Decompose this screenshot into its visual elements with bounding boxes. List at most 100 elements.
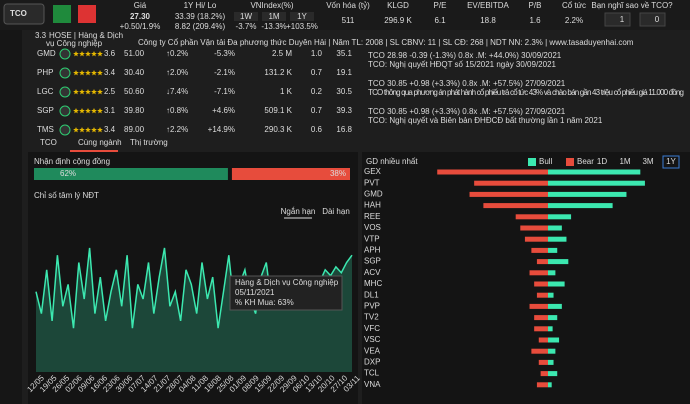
bar: [540, 371, 548, 377]
range-button[interactable]: 1D: [597, 157, 607, 166]
period-button[interactable]: [262, 12, 286, 21]
bar: [548, 348, 556, 354]
bar: [469, 191, 548, 197]
peer-cell: 1 K: [280, 87, 293, 96]
icon[interactable]: [53, 5, 71, 23]
peer-ticker[interactable]: SGP: [37, 106, 54, 115]
bar: [548, 303, 562, 309]
tab[interactable]: TCO: [40, 138, 57, 147]
bar: [548, 371, 558, 377]
bar: [548, 169, 641, 175]
range-button[interactable]: 3M: [642, 157, 653, 166]
bar: [483, 203, 548, 209]
bar: [534, 315, 548, 321]
stat-value: 511: [342, 16, 355, 25]
peer-cell: 35.1: [336, 49, 352, 58]
stat-label: P/B: [529, 1, 542, 10]
active-button[interactable]: [662, 155, 680, 169]
peer-ticker[interactable]: PHP: [37, 68, 53, 77]
bar: [534, 326, 548, 332]
bar: [531, 247, 548, 253]
peer-cell: 2.5: [104, 87, 116, 96]
exchange-sector: HOSE | Hàng & Dịch: [49, 31, 123, 40]
star: [97, 51, 103, 57]
peer-cell: 3.4: [104, 68, 116, 77]
icon[interactable]: [78, 5, 96, 23]
ticker-select[interactable]: [3, 3, 45, 25]
news-meta: TCO 28.98 -0.39 (-1.3%) 0.8x .M: +44.0%)…: [368, 51, 562, 60]
peer-cell: 39.3: [336, 106, 352, 115]
peer-cell: -7.1%: [214, 87, 235, 96]
period-label[interactable]: 1Y: [297, 12, 307, 21]
index-change: -3.7%: [236, 22, 257, 31]
bar: [548, 315, 558, 321]
period-label[interactable]: 1W: [240, 12, 252, 21]
tooltip-text: Hàng & Dịch vụ Công nghiệp: [235, 278, 339, 287]
legend-label: Bull: [539, 157, 553, 166]
stat-label: Giá: [134, 1, 147, 10]
news-title[interactable]: TCO: Nghị quyết HĐQT số 15/2021 ngày 30/…: [368, 60, 557, 69]
value-label: 38%: [330, 169, 346, 178]
period-button[interactable]: [290, 12, 314, 21]
y-tick-label: TV2: [364, 313, 379, 322]
peer-cell: +14.9%: [208, 125, 235, 134]
range-button[interactable]: 1Y: [666, 157, 676, 166]
tooltip-text: 05/11/2021: [235, 288, 275, 297]
vote-count: 0: [655, 15, 660, 24]
vote-down[interactable]: [639, 12, 666, 27]
price: 27.30: [130, 12, 151, 21]
period-label[interactable]: 1M: [268, 12, 279, 21]
news-title[interactable]: TCO: Nghị quyết và Biên bản ĐHĐCĐ bất th…: [368, 116, 603, 125]
period-button[interactable]: [234, 12, 258, 21]
news-title[interactable]: TCO thông qua phương án phát hành cổ phi…: [368, 88, 684, 97]
range-button[interactable]: Dài hạn: [322, 207, 350, 216]
stat-value: 2.2%: [565, 16, 583, 25]
ticker[interactable]: TCO: [10, 9, 27, 18]
stat-label: KLGD: [387, 1, 409, 10]
stat-value: 1.6: [529, 16, 541, 25]
peer-cell: 1.0: [311, 49, 323, 58]
peer-cell: 0.7: [311, 68, 323, 77]
y-tick-label: SGP: [364, 257, 381, 266]
index-change: -13.3%: [261, 22, 286, 31]
range-button[interactable]: Ngắn hạn: [281, 207, 316, 216]
stat-label: EV/EBITDA: [467, 1, 509, 10]
star: [97, 70, 103, 76]
peer-icon: [59, 86, 71, 98]
peer-ticker[interactable]: LGC: [37, 87, 54, 96]
star: [85, 89, 91, 95]
high: 33.39 (18.2%): [175, 12, 226, 21]
peer-ticker[interactable]: TMS: [37, 125, 54, 134]
bar: [548, 337, 560, 343]
y-tick-label: VOS: [364, 223, 381, 232]
community-bar: [34, 168, 228, 180]
stat-label: VNIndex(%): [250, 1, 293, 10]
peer-cell: 39.80: [124, 106, 145, 115]
y-tick-label: VEA: [364, 346, 381, 355]
bar: [536, 292, 548, 298]
star: [97, 108, 103, 114]
low: 8.82 (209.4%): [175, 22, 226, 31]
sidebar: [0, 30, 22, 404]
star: [73, 70, 79, 76]
right-panel: [362, 152, 690, 404]
panel-title: GD nhiều nhất: [366, 157, 418, 166]
price-change: +0.50/1.9%: [120, 22, 161, 31]
tab[interactable]: Thị trường: [130, 138, 168, 147]
news-meta: TCO 30.85 +0.98 (+3.3%) 0.8x .M: +57.5%)…: [368, 79, 566, 88]
range-button[interactable]: 1M: [619, 157, 630, 166]
peer-icon: [59, 67, 71, 79]
bar: [534, 281, 548, 287]
tab[interactable]: Cùng ngành: [78, 138, 122, 147]
peer-icon: [59, 48, 71, 60]
bar: [548, 270, 556, 276]
community-bar: [231, 168, 350, 180]
star: [79, 127, 85, 133]
star: [73, 51, 79, 57]
star: [79, 108, 85, 114]
vote-up[interactable]: [604, 12, 631, 27]
stat-value: 6.1: [434, 16, 446, 25]
peer-ticker[interactable]: GMD: [37, 49, 56, 58]
y-tick-label: REE: [364, 212, 380, 221]
bar: [529, 270, 548, 276]
